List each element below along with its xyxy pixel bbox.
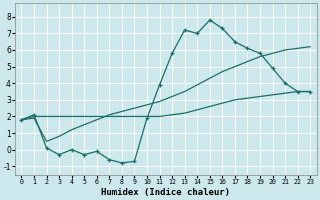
X-axis label: Humidex (Indice chaleur): Humidex (Indice chaleur) [101,188,230,197]
